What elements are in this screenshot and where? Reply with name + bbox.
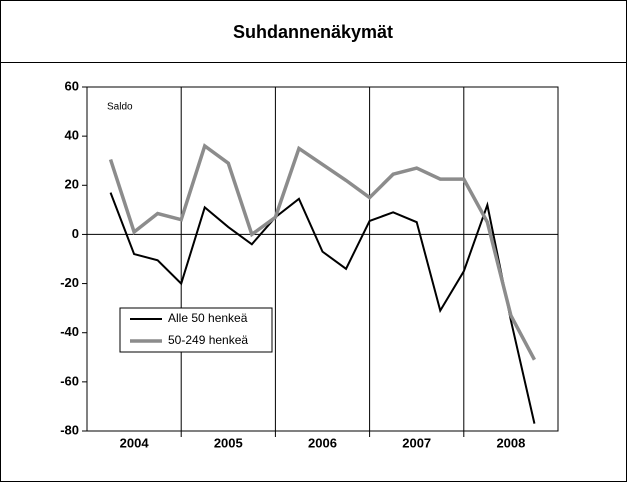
series-line <box>108 143 536 361</box>
axis-label: Saldo <box>107 102 133 113</box>
x-tick-label: 2006 <box>308 435 337 450</box>
x-tick-label: 2007 <box>402 435 431 450</box>
y-tick-label: -20 <box>60 275 79 290</box>
y-tick-label: 40 <box>65 128 79 143</box>
y-tick-label: -60 <box>60 373 79 388</box>
chart-title: Suhdannenäkymät <box>233 22 393 42</box>
legend-box <box>119 307 273 353</box>
x-tick-label: 2005 <box>214 435 243 450</box>
y-tick-label: 0 <box>72 226 79 241</box>
legend-label: 50-249 henkeä <box>168 333 248 347</box>
plot-area <box>86 86 559 432</box>
y-tick-label: -40 <box>60 324 79 339</box>
series-line <box>109 192 536 424</box>
y-tick-label: 20 <box>65 177 79 192</box>
legend-label: Alle 50 henkeä <box>168 311 248 325</box>
x-tick-label: 2008 <box>496 435 525 450</box>
y-tick-label: -80 <box>60 422 79 437</box>
x-tick-label: 2004 <box>120 435 150 450</box>
y-tick-label: 60 <box>65 78 79 93</box>
